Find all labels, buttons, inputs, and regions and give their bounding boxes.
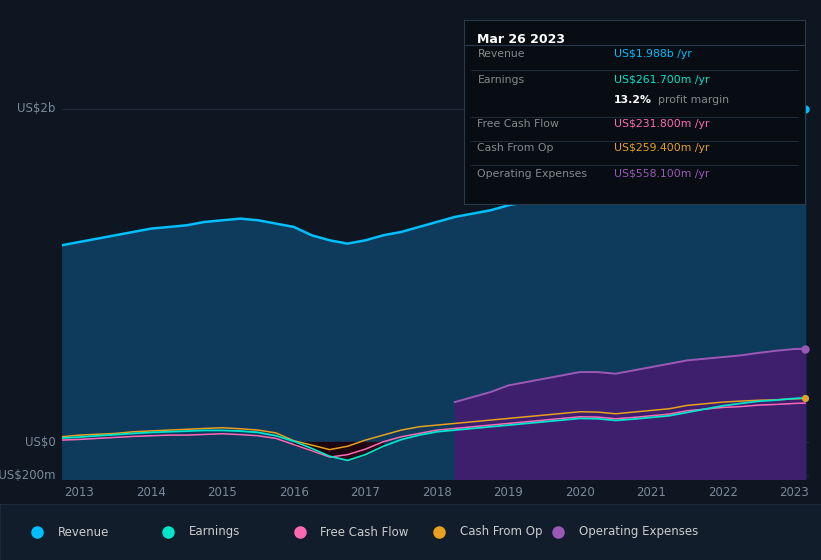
Text: US$2b: US$2b [17,102,56,115]
Text: Cash From Op: Cash From Op [460,525,542,539]
Text: Earnings: Earnings [189,525,241,539]
Text: US$261.700m /yr: US$261.700m /yr [614,75,709,85]
Text: Free Cash Flow: Free Cash Flow [478,119,559,129]
Text: Revenue: Revenue [478,49,525,59]
Text: -US$200m: -US$200m [0,469,56,482]
Text: US$0: US$0 [25,436,56,449]
Text: US$1.988b /yr: US$1.988b /yr [614,49,691,59]
Text: US$558.100m /yr: US$558.100m /yr [614,169,709,179]
Text: profit margin: profit margin [658,95,729,105]
Text: Operating Expenses: Operating Expenses [579,525,698,539]
Text: Earnings: Earnings [478,75,525,85]
Text: Cash From Op: Cash From Op [478,143,554,153]
Text: Free Cash Flow: Free Cash Flow [320,525,409,539]
Text: Mar 26 2023: Mar 26 2023 [478,32,566,45]
Text: Operating Expenses: Operating Expenses [478,169,588,179]
Text: US$259.400m /yr: US$259.400m /yr [614,143,709,153]
Text: Revenue: Revenue [57,525,109,539]
Text: US$231.800m /yr: US$231.800m /yr [614,119,709,129]
Text: 13.2%: 13.2% [614,95,652,105]
